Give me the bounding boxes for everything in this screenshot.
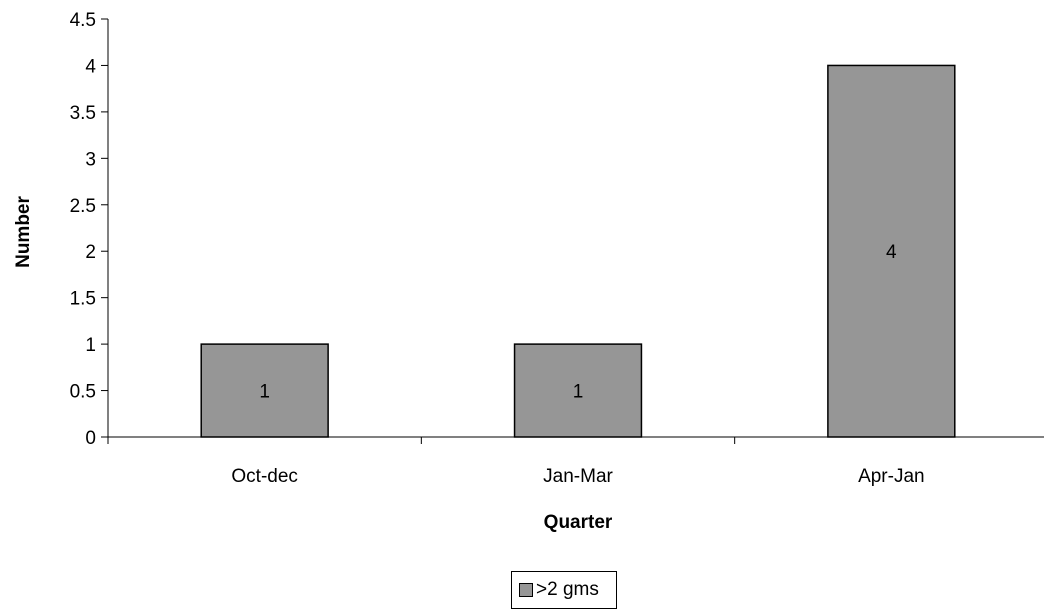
x-axis-title: Quarter (544, 512, 613, 533)
y-axis-title: Number (13, 196, 34, 268)
y-tick-label: 4 (85, 56, 96, 77)
legend-label: >2 gms (536, 579, 599, 600)
x-tick-label: Oct-dec (231, 466, 298, 487)
x-tick-label: Apr-Jan (858, 466, 925, 487)
y-tick-label: 0 (85, 428, 96, 449)
x-axis: Oct-dec Jan-Mar Apr-Jan (107, 436, 1044, 487)
bar (513, 343, 643, 438)
bar-value-label: 4 (886, 242, 897, 263)
legend: >2 gms (511, 571, 617, 609)
y-tick-label: 1.5 (70, 289, 96, 310)
y-tick-label: 0.5 (70, 382, 96, 403)
x-tick-label: Jan-Mar (543, 466, 613, 487)
y-tick-label: 3 (85, 149, 96, 170)
bar-value-label: 1 (259, 382, 270, 403)
y-tick-label: 3.5 (70, 103, 96, 124)
bar-value-label: 1 (573, 382, 584, 403)
bars: 1 1 4 (200, 64, 956, 438)
y-tick-label: 2.5 (70, 196, 96, 217)
y-tick-label: 2 (85, 242, 96, 263)
bar (200, 343, 329, 438)
legend-swatch (519, 583, 533, 597)
y-axis: 0 0.5 1 1.5 2 2.5 3 3.5 4 4.5 (70, 10, 109, 449)
y-tick-label: 1 (85, 335, 96, 356)
bar (827, 64, 956, 438)
y-tick-label: 4.5 (70, 10, 96, 31)
